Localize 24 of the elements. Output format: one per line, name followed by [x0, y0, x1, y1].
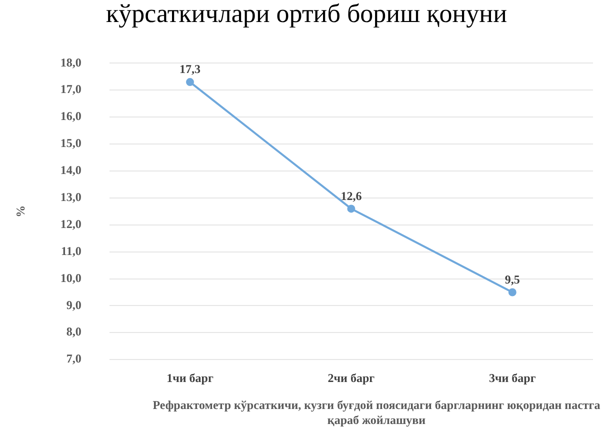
- y-tick-label: 12,0: [60, 216, 82, 231]
- y-tick-label: 8,0: [66, 324, 82, 339]
- y-tick-label: 16,0: [60, 109, 82, 124]
- data-label: 12,6: [340, 188, 362, 203]
- y-tick-label: 7,0: [66, 352, 82, 366]
- point: [186, 78, 194, 86]
- point: [347, 204, 356, 213]
- chart-title: кўрсаткичлари ортиб бориш қонуни: [105, 0, 508, 28]
- data-label: 17,3: [180, 62, 200, 76]
- y-tick-label: 15,0: [60, 136, 82, 150]
- point: [508, 288, 516, 296]
- y-axis-title: %: [13, 205, 28, 218]
- y-tick-label: 10,0: [60, 270, 82, 285]
- y-tick-label: 13,0: [60, 190, 82, 204]
- data-label: 9,5: [504, 272, 520, 286]
- y-tick-label: 11,0: [61, 244, 82, 258]
- x-tick-label: 2чи барг: [328, 370, 376, 385]
- x-axis-title: Рефрактометр кўрсаткичи, кузги буғдой поясидаги баргларнинг юқоридан пастга қараб жойлашуви: [152, 398, 602, 428]
- y-tick-label: 14,0: [60, 163, 82, 178]
- x-tick-label: 3чи барг: [488, 370, 536, 385]
- y-tick-label: 9,0: [66, 298, 82, 312]
- y-tick-label: 17,0: [60, 82, 82, 96]
- y-tick-label: 18,0: [60, 55, 82, 70]
- x-tick-label: 1чи барг: [166, 370, 214, 385]
